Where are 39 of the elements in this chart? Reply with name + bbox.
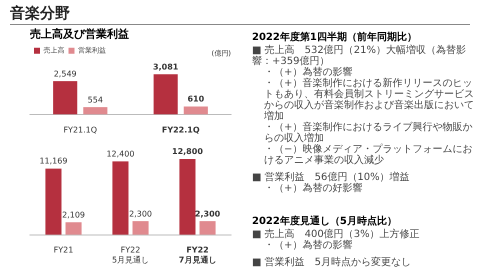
text: 2022年度第1四半期（前年同期比） xyxy=(252,32,418,43)
x-tick-label: FY21.1Q xyxy=(63,125,98,134)
data-label: 2,300 xyxy=(194,209,221,218)
bar xyxy=(200,221,216,235)
text: ・（+）音楽制作におけるライブ興行や物販からの収入増加 xyxy=(263,122,474,144)
text: ・（+）為替の影響 xyxy=(263,240,354,251)
data-label: 12,800 xyxy=(172,147,204,156)
x-tick-label: FY21 xyxy=(54,246,74,255)
data-label: 2,549 xyxy=(54,69,77,78)
bar xyxy=(154,74,178,114)
data-label: 554 xyxy=(88,95,103,104)
data-label: 2,300 xyxy=(129,209,152,218)
data-label: 3,081 xyxy=(153,62,179,72)
bar xyxy=(83,107,108,114)
text: ■ 売上高 532億円（21%）大幅増収（為替影響：+359億円） xyxy=(252,45,467,67)
bar xyxy=(112,161,128,235)
text: ・（−）映像メディア・プラットフォームにおけるアニメ事業の収入減少 xyxy=(263,144,474,166)
data-label: 610 xyxy=(187,94,205,104)
data-label: 2,109 xyxy=(62,210,86,220)
data-label: 11,169 xyxy=(39,156,68,166)
text: ■ 営業利益 56億円（10%）増益 xyxy=(252,172,411,183)
x-tick-label: FY22.1Q xyxy=(162,125,200,134)
text: 音楽分野 xyxy=(10,4,70,23)
text: ・（+）為替の好影響 xyxy=(263,183,364,194)
bar xyxy=(179,158,196,235)
bar xyxy=(53,81,78,114)
bar xyxy=(184,106,208,114)
data-label: 12,400 xyxy=(106,149,134,158)
x-tick-label: FY22 5月見通し xyxy=(112,246,150,264)
text: ■ 売上高 400億円（3%）上方修正 xyxy=(252,229,421,240)
chart-title: 売上高及び営業利益 xyxy=(30,27,129,40)
text: ■ 営業利益 5月時点から変更なし xyxy=(252,257,412,268)
x-tick-label: FY22 7月見通し xyxy=(178,246,216,264)
bar xyxy=(66,222,82,235)
text: ・（+）音楽制作における新作リリースのヒットもあり、有料会員制ストリーミングサービスからの収入が音楽制作および音楽出版において増加 xyxy=(263,78,474,122)
text: 2022年度見通し（5月時点比） xyxy=(252,216,398,227)
bar xyxy=(45,168,62,235)
bar xyxy=(132,221,149,235)
text: ・（+）為替の影響 xyxy=(263,67,354,78)
